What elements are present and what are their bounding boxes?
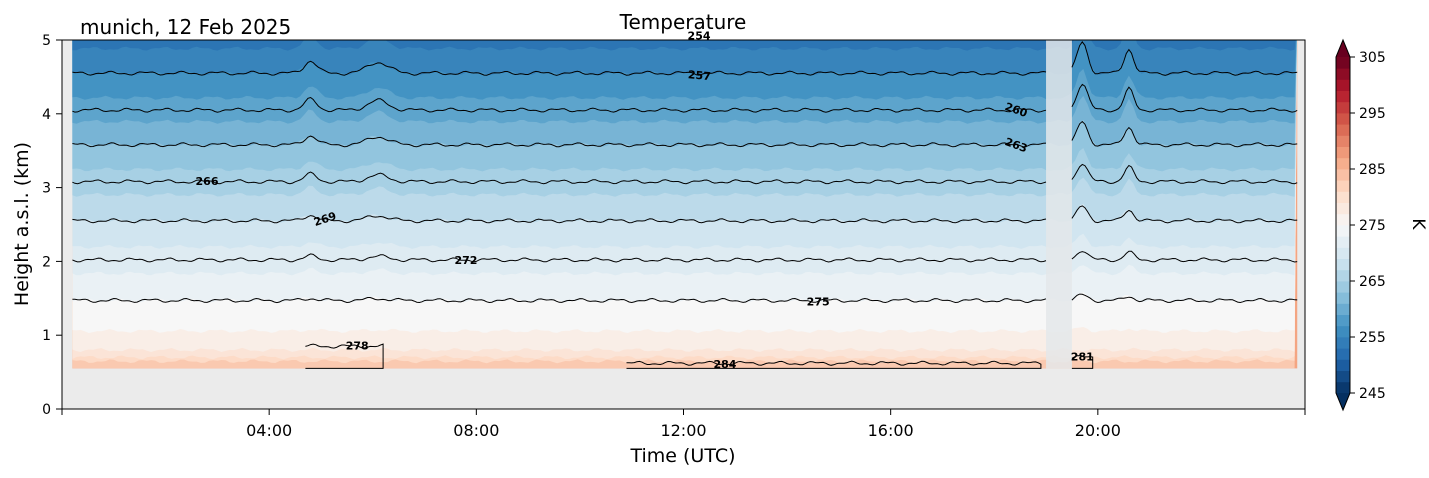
band-254 — [72, 40, 1296, 51]
x-tick-label: 08:00 — [453, 421, 499, 440]
contour-label-275: 275 — [807, 295, 830, 308]
contour-281 — [1071, 355, 1094, 369]
contour-275 — [72, 297, 1047, 304]
colorbar-swatch — [1336, 325, 1350, 338]
chart-title: Temperature — [619, 10, 747, 34]
contour-label-278: 278 — [346, 340, 369, 353]
colorbar-swatch — [1336, 370, 1350, 383]
location-date-label: munich, 12 Feb 2025 — [80, 15, 291, 39]
contour-275 — [1071, 293, 1298, 304]
contour-269 — [1071, 205, 1298, 224]
contour-269 — [72, 215, 1047, 224]
colorbar-swatch — [1336, 281, 1350, 293]
colorbar-swatch — [1336, 236, 1350, 248]
colorbar-swatch — [1336, 314, 1350, 327]
colorbar-swatch — [1336, 381, 1350, 394]
contour-266 — [1071, 163, 1298, 185]
contour-label-284: 284 — [713, 358, 736, 371]
contour-257 — [1071, 41, 1298, 76]
band-256 — [72, 40, 1297, 76]
colorbar-swatch — [1336, 180, 1350, 192]
colorbar-swatch — [1336, 225, 1350, 237]
colorbar-swatch — [1336, 247, 1350, 259]
y-tick-label: 5 — [42, 33, 51, 49]
contour-260 — [1071, 83, 1298, 113]
contour-lines — [72, 4, 1298, 369]
colorbar-swatch — [1336, 101, 1350, 114]
y-tick-label: 4 — [42, 107, 51, 123]
colorbar-tick-label: 295 — [1359, 106, 1386, 122]
contour-254 — [1072, 4, 1297, 39]
contour-label-281: 281 — [1071, 350, 1094, 363]
colorbar-swatch — [1336, 191, 1350, 203]
contour-label-254: 254 — [688, 30, 711, 43]
colorbar-tick-label: 305 — [1359, 50, 1386, 66]
contour-272 — [72, 253, 1047, 263]
data-gap — [1046, 40, 1072, 369]
x-tick-label: 16:00 — [868, 421, 914, 440]
contour-label-266: 266 — [196, 175, 219, 188]
colorbar-swatch — [1336, 57, 1350, 69]
y-axis-label: Height a.s.l. (km) — [11, 142, 33, 306]
contour-label-272: 272 — [454, 254, 477, 267]
colorbar-swatch — [1336, 269, 1350, 282]
colorbar-swatch — [1336, 90, 1350, 103]
colorbar-max-arrow — [1336, 40, 1350, 57]
x-tick-label: 12:00 — [660, 421, 706, 440]
colorbar-swatch — [1336, 68, 1350, 80]
colorbar-min-arrow — [1336, 393, 1350, 410]
colorbar-tick-label: 245 — [1359, 386, 1386, 402]
colorbar-swatch — [1336, 359, 1350, 371]
colorbar-swatch — [1336, 157, 1350, 170]
x-axis: 04:00 08:00 12:00 16:00 20:00 — [61, 409, 1306, 440]
x-tick-label: 04:00 — [246, 421, 292, 440]
colorbar-swatch — [1336, 146, 1350, 159]
colorbar-tick-label: 275 — [1359, 218, 1386, 234]
colorbar-swatch — [1336, 135, 1350, 147]
y-tick-label: 3 — [42, 181, 51, 197]
contour-257 — [72, 60, 1047, 76]
colorbar-tick-label: 265 — [1359, 274, 1386, 290]
y-tick-label: 1 — [42, 328, 51, 344]
colorbar-tick-label: 255 — [1359, 330, 1386, 346]
colorbar-label: K — [1408, 218, 1428, 230]
y-axis: 0 1 2 3 4 5 — [42, 33, 62, 418]
contour-260 — [72, 96, 1047, 113]
colorbar-swatch — [1336, 79, 1350, 91]
contour-278 — [305, 343, 384, 369]
x-axis-label: Time (UTC) — [629, 445, 735, 467]
colorbar-tick-label: 285 — [1359, 162, 1386, 178]
colorbar-swatch — [1336, 303, 1350, 315]
colorbar-swatch — [1336, 213, 1350, 226]
colorbar-swatch — [1336, 337, 1350, 349]
x-tick-label: 20:00 — [1075, 421, 1121, 440]
contour-284 — [626, 360, 1042, 369]
colorbar-swatch — [1336, 169, 1350, 181]
contour-label-257: 257 — [687, 68, 711, 83]
y-tick-label: 2 — [42, 254, 51, 270]
colorbar-swatch — [1336, 292, 1350, 304]
colorbar-swatch — [1336, 202, 1350, 215]
colorbar-swatch — [1336, 113, 1350, 125]
y-tick-label: 0 — [42, 402, 51, 418]
temperature-bands — [72, 40, 1298, 369]
contour-263 — [1071, 120, 1298, 148]
colorbar-swatch — [1336, 348, 1350, 360]
colorbar-swatch — [1336, 124, 1350, 136]
contour-263 — [72, 135, 1047, 148]
contour-272 — [1071, 250, 1298, 263]
colorbar: 245 255 265 275 285 295 305 — [1335, 38, 1386, 412]
colorbar-swatch — [1336, 258, 1350, 271]
contour-266 — [72, 171, 1047, 185]
